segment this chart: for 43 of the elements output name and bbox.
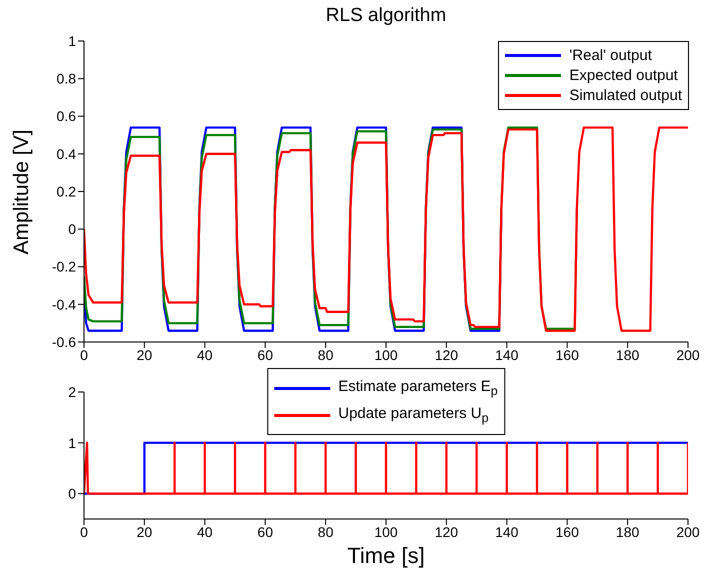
x-tick-label: 80	[318, 346, 334, 363]
x-tick-label: 60	[257, 524, 274, 540]
x-tick-label: 200	[676, 346, 700, 363]
x-axis-title: Time [s]	[346, 543, 426, 569]
x-tick-label: 0	[80, 524, 88, 540]
x-tick-label: 100	[374, 346, 398, 363]
y-tick-label: 2	[68, 384, 76, 400]
x-tick-label: 40	[197, 524, 213, 540]
x-tick-label: 0	[80, 346, 88, 363]
legend-label: 'Real' output	[569, 47, 652, 64]
legend-label: Simulated output	[569, 87, 682, 104]
x-tick-label: 100	[374, 524, 398, 540]
y-tick-label: -0.6	[52, 334, 76, 350]
x-tick-label: 200	[676, 524, 700, 540]
x-tick-label: 20	[136, 524, 152, 540]
line-series	[84, 126, 688, 332]
legend-label: Estimate parameters E$_{p}$	[338, 378, 498, 398]
legend-label: Update parameters U$_{p}$	[338, 405, 489, 425]
x-tick-label: 160	[556, 524, 580, 540]
x-tick-label: 120	[434, 524, 458, 540]
x-tick-label: 180	[616, 346, 640, 363]
y-tick-label: 0	[68, 221, 76, 238]
legend-label: Expected output	[569, 67, 678, 84]
x-tick-label: 40	[197, 346, 213, 363]
x-tick-label: 120	[434, 346, 458, 363]
y-tick-label: 1	[68, 32, 76, 49]
y-tick-label: -0.4	[52, 296, 76, 312]
x-tick-label: 80	[318, 524, 334, 540]
x-tick-label: 140	[495, 346, 519, 363]
x-tick-label: 20	[136, 346, 152, 363]
y-tick-label: 0.4	[56, 146, 76, 162]
y-tick-label: 0.2	[56, 183, 76, 200]
chart-title: RLS algorithm	[324, 5, 448, 27]
y-tick-label: -0.2	[52, 258, 76, 275]
x-tick-label: 180	[616, 524, 640, 540]
y-tick-label: 1	[68, 434, 76, 451]
x-tick-label: 140	[495, 524, 519, 540]
x-tick-label: 60	[257, 346, 274, 363]
y-tick-label: 0.6	[56, 108, 76, 124]
y-tick-label: 0.8	[56, 70, 76, 87]
x-tick-label: 160	[556, 346, 580, 363]
y-tick-label: 0	[68, 486, 76, 502]
y-axis-title: Amplitude [V]	[10, 129, 34, 254]
